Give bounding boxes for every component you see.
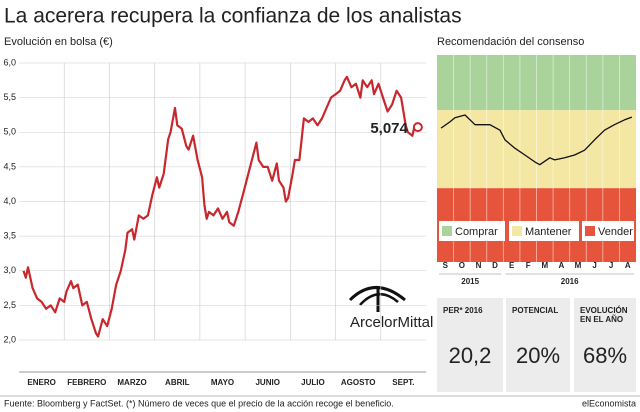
stat-value: 20,2 bbox=[449, 343, 492, 368]
y-tick-label: 5,0 bbox=[3, 127, 16, 137]
legend-label: Vender bbox=[598, 226, 633, 238]
x-tick-label: A bbox=[625, 261, 631, 270]
legend-box bbox=[439, 221, 505, 241]
legend-label: Comprar bbox=[455, 226, 498, 238]
stat-value: 68% bbox=[583, 343, 627, 368]
line bbox=[22, 75, 419, 338]
x-tick-label: MARZO bbox=[117, 378, 146, 387]
x-tick-label: E bbox=[509, 261, 515, 270]
y-tick-label: 2,0 bbox=[3, 334, 16, 344]
x-tick-label: D bbox=[492, 261, 498, 270]
logo-text: ArcelorMittal bbox=[350, 314, 433, 331]
y-tick-label: 3,0 bbox=[3, 265, 16, 275]
brand: elEconomista bbox=[582, 398, 636, 408]
x-tick-label: JUNIO bbox=[255, 378, 279, 387]
legend-swatch bbox=[442, 226, 452, 236]
y-tick-label: 2,5 bbox=[3, 300, 16, 310]
x-tick-label: J bbox=[609, 261, 613, 270]
x-tick-label: S bbox=[443, 261, 449, 270]
y-tick-label: 5,5 bbox=[3, 92, 16, 102]
logo: ArcelorMittal bbox=[348, 286, 433, 331]
chart-title: Recomendación del consenso bbox=[437, 36, 584, 48]
source: Fuente: Bloomberg y FactSet. (*) Número … bbox=[4, 398, 394, 408]
x-tick-label: M bbox=[575, 261, 582, 270]
y-tick-label: 6,0 bbox=[3, 57, 16, 67]
x-tick-label: ENERO bbox=[27, 378, 55, 387]
stat-label: POTENCIAL bbox=[512, 306, 558, 315]
x-tick-label: M bbox=[541, 261, 548, 270]
stat-label: EVOLUCIÓN EN EL AÑO bbox=[580, 306, 628, 324]
last-value-label: 5,074 bbox=[370, 120, 408, 137]
y-tick-label: 4,0 bbox=[3, 196, 16, 206]
year-label: 2015 bbox=[461, 277, 479, 286]
y-tick-label: 4,5 bbox=[3, 161, 16, 171]
last-point bbox=[412, 122, 423, 133]
x-tick-label: SEPT. bbox=[392, 378, 414, 387]
x-tick-label: J bbox=[592, 261, 596, 270]
x-tick-label: MAYO bbox=[211, 378, 234, 387]
stat-box bbox=[506, 298, 570, 392]
x-tick-label: AGOSTO bbox=[341, 378, 376, 387]
stat-value: 20% bbox=[516, 343, 560, 368]
x-tick-label: FEBRERO bbox=[67, 378, 106, 387]
y-tick-label: 3,5 bbox=[3, 231, 16, 241]
x-tick-label: ABRIL bbox=[165, 378, 190, 387]
x-tick-label: O bbox=[459, 261, 465, 270]
year-label: 2016 bbox=[561, 277, 579, 286]
x-tick-label: F bbox=[526, 261, 531, 270]
legend-swatch bbox=[585, 226, 595, 236]
title: La acerera recupera la confianza de los … bbox=[4, 5, 462, 28]
legend-box bbox=[509, 221, 579, 241]
stat-label: PER* 2016 bbox=[443, 306, 483, 315]
line bbox=[440, 114, 633, 166]
x-tick-label: A bbox=[558, 261, 564, 270]
stat-box bbox=[574, 298, 636, 392]
legend-swatch bbox=[512, 226, 522, 236]
chart-title: Evolución en bolsa (€) bbox=[4, 36, 113, 48]
x-tick-label: JULIO bbox=[301, 378, 325, 387]
stat-box bbox=[437, 298, 503, 392]
legend-label: Mantener bbox=[525, 226, 572, 238]
x-tick-label: N bbox=[476, 261, 482, 270]
